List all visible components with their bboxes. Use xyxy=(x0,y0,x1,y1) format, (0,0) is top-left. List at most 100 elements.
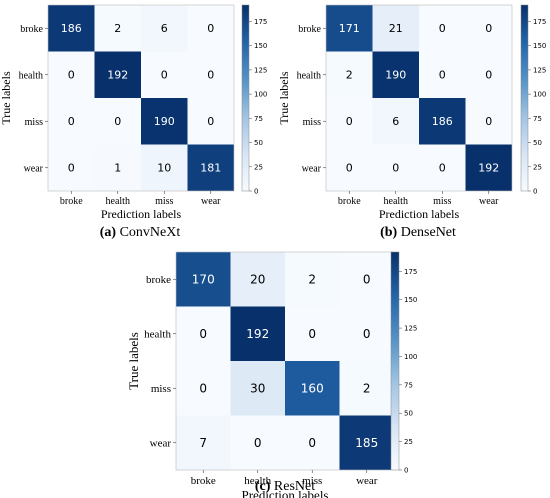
caption-name: DenseNet xyxy=(397,225,456,240)
matrix-cell xyxy=(176,306,231,361)
cell-value: 0 xyxy=(207,69,214,82)
cell-value: 2 xyxy=(363,382,371,396)
cell-value: 0 xyxy=(346,162,353,175)
matrix-frame xyxy=(47,4,235,192)
matrix-cell xyxy=(141,98,188,145)
colorbar-tick-label: 0 xyxy=(533,188,537,196)
colorbar-tick-label: 75 xyxy=(533,115,542,123)
colorbar-tick-label: 125 xyxy=(533,66,546,74)
cell-value: 0 xyxy=(363,273,371,287)
matrix-cell xyxy=(419,144,466,191)
x-tick-label: broke xyxy=(191,475,216,487)
x-tick-label: wear xyxy=(201,196,221,207)
colorbar-tick-label: 50 xyxy=(254,139,263,147)
y-tick-label: miss xyxy=(151,383,171,395)
x-tick-label: health xyxy=(244,475,271,487)
cell-value: 192 xyxy=(246,327,269,341)
confusion-matrix-panel-2: 170 20 2 00 192 0 00 30 160 27 0 0 185brokehealthmis… xyxy=(126,251,417,498)
cell-value: 10 xyxy=(157,162,171,175)
colorbar-tick-label: 75 xyxy=(254,115,263,123)
x-tick-label: broke xyxy=(338,196,361,207)
cell-value: 0 xyxy=(207,115,214,128)
cell-value: 0 xyxy=(254,436,262,450)
matrix-cell xyxy=(285,306,340,361)
matrix-cell xyxy=(141,5,188,52)
cell-value: 0 xyxy=(485,22,492,35)
colorbar-tick-label: 150 xyxy=(533,42,546,50)
cell-value: 30 xyxy=(250,382,265,396)
matrix-cell xyxy=(372,5,419,52)
colorbar-tick-label: 25 xyxy=(254,163,263,171)
colorbar xyxy=(241,4,250,192)
colorbar-tick-label: 125 xyxy=(404,325,417,333)
colorbar-tick-label: 25 xyxy=(533,163,542,171)
cell-value: 185 xyxy=(355,436,378,450)
cell-value: 0 xyxy=(485,69,492,82)
matrix-cell xyxy=(465,5,512,52)
cell-value: 2 xyxy=(114,22,121,35)
matrix-cell xyxy=(465,98,512,145)
matrix-cell xyxy=(339,306,394,361)
cell-value: 0 xyxy=(346,115,353,128)
x-axis-label: Prediction labels xyxy=(241,487,328,498)
cell-value: 186 xyxy=(432,115,453,128)
colorbar-tick-label: 50 xyxy=(533,139,542,147)
cell-value: 0 xyxy=(485,115,492,128)
cell-value: 2 xyxy=(346,69,353,82)
matrix-cell xyxy=(419,51,466,98)
y-tick-label: miss xyxy=(303,117,321,128)
cell-value: 0 xyxy=(199,327,207,341)
cell-value: 0 xyxy=(68,69,75,82)
x-tick-label: wear xyxy=(479,196,499,207)
colorbar-tick-label: 125 xyxy=(254,66,267,74)
colorbar-tick-label: 150 xyxy=(254,42,267,50)
x-axis-label: Prediction labels xyxy=(379,207,460,221)
matrix-cell xyxy=(187,51,234,98)
matrix-cell xyxy=(230,252,285,307)
x-tick-label: health xyxy=(384,196,408,207)
cell-value: 0 xyxy=(363,327,371,341)
colorbar-tick-label: 25 xyxy=(404,438,413,446)
cell-value: 0 xyxy=(114,115,121,128)
matrix-cell xyxy=(187,98,234,145)
cell-value: 7 xyxy=(199,436,207,450)
x-tick-label: miss xyxy=(155,196,173,207)
matrix-cell xyxy=(326,51,373,98)
matrix-cell xyxy=(94,144,141,191)
y-tick-label: health xyxy=(19,70,43,81)
cell-value: 0 xyxy=(308,436,316,450)
cell-value: 0 xyxy=(207,22,214,35)
matrix-cell xyxy=(230,361,285,416)
y-tick-label: wear xyxy=(150,438,172,450)
matrix-cell xyxy=(372,98,419,145)
matrix-cell xyxy=(326,5,373,52)
cell-value: 192 xyxy=(107,69,128,82)
matrix-cell xyxy=(94,5,141,52)
caption-name: ResNet xyxy=(270,479,315,494)
cell-value: 0 xyxy=(392,162,399,175)
cell-value: 192 xyxy=(478,162,499,175)
x-tick-label: wear xyxy=(356,475,378,487)
matrix-cell xyxy=(339,415,394,470)
matrix-cell xyxy=(372,144,419,191)
matrix-cell xyxy=(326,144,373,191)
x-tick-label: miss xyxy=(302,475,322,487)
y-tick-label: health xyxy=(144,329,171,341)
cell-value: 0 xyxy=(199,382,207,396)
y-axis-label: True labels xyxy=(126,332,141,390)
cell-value: 181 xyxy=(200,162,221,175)
caption-prefix: (c) xyxy=(255,479,271,494)
matrix-cell xyxy=(94,98,141,145)
matrix-cell xyxy=(419,98,466,145)
cell-value: 170 xyxy=(192,273,215,287)
cell-value: 171 xyxy=(339,22,360,35)
caption-prefix: (a) xyxy=(100,225,117,240)
cell-value: 21 xyxy=(389,22,403,35)
matrix-cell xyxy=(187,144,234,191)
matrix-cell xyxy=(419,5,466,52)
cell-value: 0 xyxy=(68,115,75,128)
matrix-cell xyxy=(465,144,512,191)
cell-value: 1 xyxy=(114,162,121,175)
cell-value: 160 xyxy=(301,382,324,396)
cell-value: 190 xyxy=(385,69,406,82)
